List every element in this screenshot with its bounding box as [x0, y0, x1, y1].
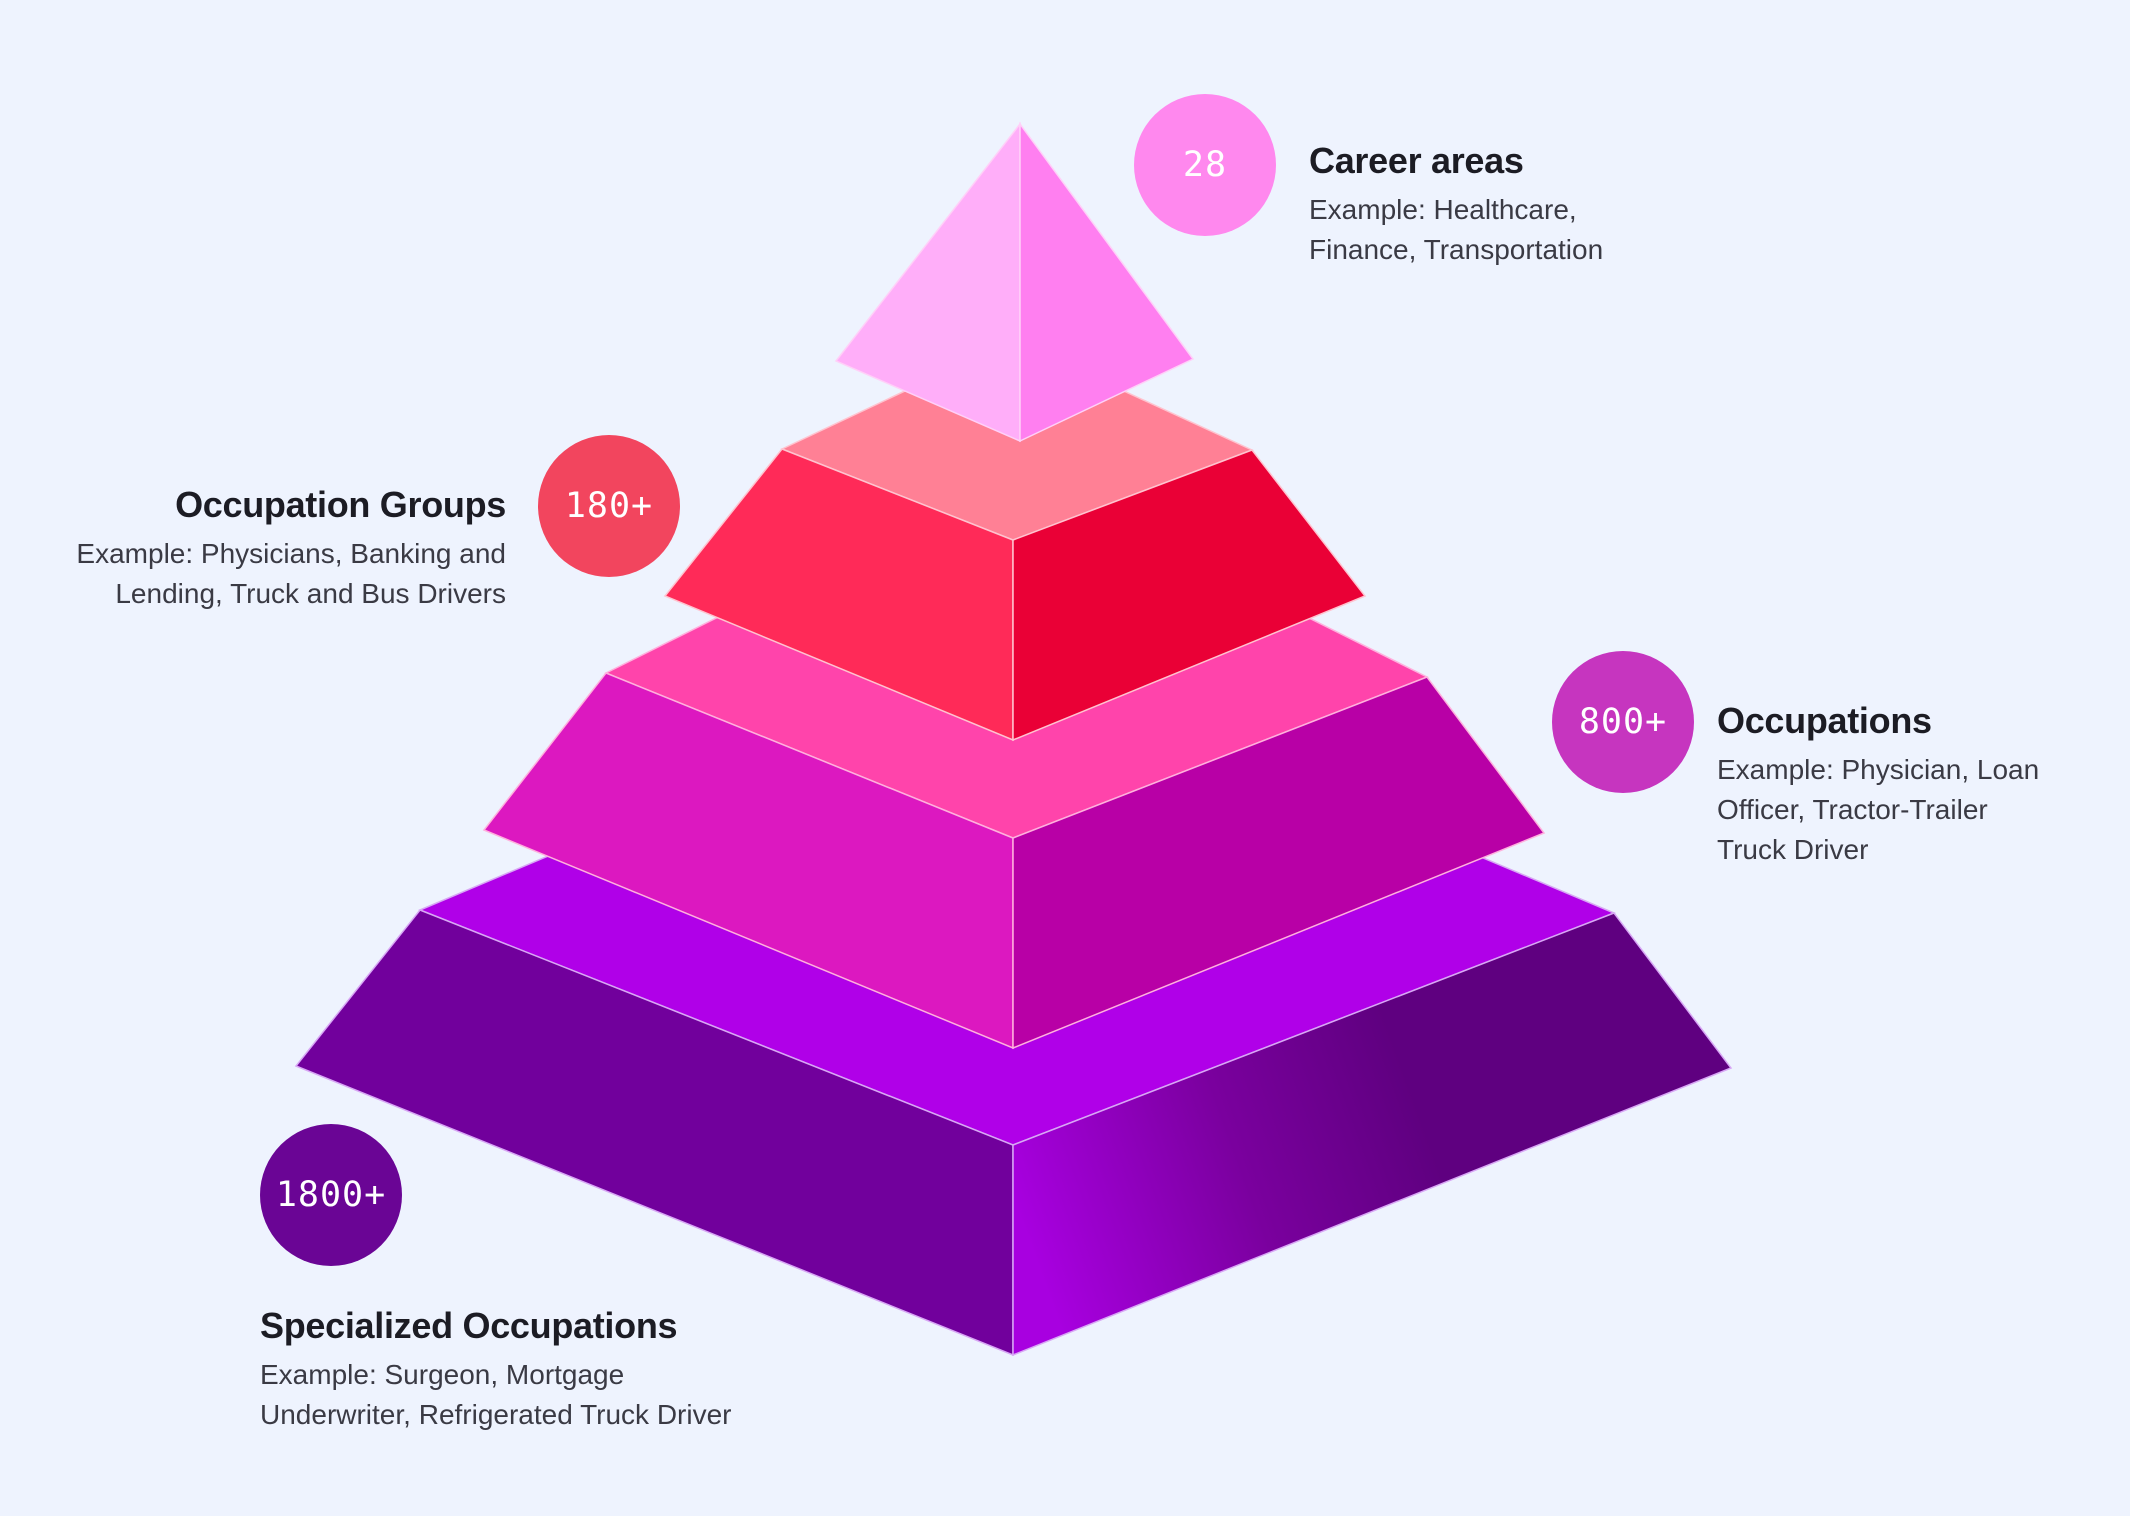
occupation-groups-title: Occupation Groups	[175, 484, 506, 525]
occupations-desc-line-1: Example: Physician, Loan	[1717, 754, 2040, 785]
occupations-count-badge: 800+	[1552, 651, 1694, 793]
career-areas-count-badge: 28	[1134, 94, 1276, 236]
specialized-occupations-desc-line-2: Underwriter, Refrigerated Truck Driver	[260, 1399, 732, 1430]
specialized-occupations-title: Specialized Occupations	[260, 1305, 678, 1346]
tier-career-areas	[834, 121, 1195, 443]
occupations-desc-line-2: Officer, Tractor-Trailer	[1717, 794, 1988, 825]
tier4-right-face	[1012, 912, 1733, 1357]
occupations-label: Occupations Example: Physician, Loan Off…	[1717, 700, 2117, 870]
occupation-groups-label: Occupation Groups Example: Physicians, B…	[40, 484, 506, 614]
career-areas-desc-line-2: Finance, Transportation	[1309, 234, 1604, 265]
tier1-left-face	[834, 121, 1021, 443]
tier2-right-face	[1012, 449, 1367, 742]
occupations-description: Example: Physician, Loan Officer, Tracto…	[1717, 750, 2117, 870]
occupation-groups-count-badge: 180+	[538, 435, 680, 577]
tier1-right-face	[1019, 121, 1195, 443]
career-areas-desc-line-1: Example: Healthcare,	[1309, 194, 1577, 225]
occupations-title: Occupations	[1717, 700, 1932, 741]
occupation-groups-desc-line-1: Example: Physicians, Banking and	[76, 538, 506, 569]
specialized-occupations-count-badge: 1800+	[260, 1124, 402, 1266]
specialized-occupations-description: Example: Surgeon, Mortgage Underwriter, …	[260, 1355, 900, 1435]
career-areas-label: Career areas Example: Healthcare, Financ…	[1309, 140, 1829, 270]
occupation-groups-description: Example: Physicians, Banking and Lending…	[40, 534, 506, 614]
specialized-occupations-label: Specialized Occupations Example: Surgeon…	[260, 1305, 900, 1435]
career-areas-description: Example: Healthcare, Finance, Transporta…	[1309, 190, 1829, 270]
tier3-right-face	[1012, 676, 1546, 1050]
occupations-desc-line-3: Truck Driver	[1717, 834, 1869, 865]
specialized-occupations-desc-line-1: Example: Surgeon, Mortgage	[260, 1359, 625, 1390]
occupation-groups-desc-line-2: Lending, Truck and Bus Drivers	[115, 578, 506, 609]
career-areas-title: Career areas	[1309, 140, 1524, 181]
